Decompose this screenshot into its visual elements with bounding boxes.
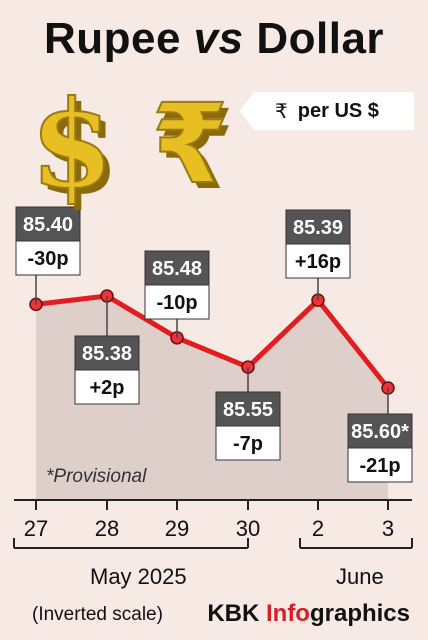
change-box [15, 240, 81, 276]
title-dollar: Dollar [256, 14, 385, 63]
unit-text: per US $ [297, 99, 379, 122]
change-label: +2p [89, 377, 124, 399]
value-box [215, 391, 281, 427]
x-tick-label: 2 [311, 516, 325, 541]
value-box [347, 413, 413, 449]
value-label: 85.55 [223, 399, 273, 421]
series-line [35, 293, 390, 390]
change-box [215, 425, 281, 461]
inverted-scale-note: (Inverted scale) [32, 604, 163, 625]
change-label: -30p [27, 248, 68, 270]
x-tick-label: 29 [164, 516, 190, 541]
svg-text:₹: ₹ [152, 80, 229, 208]
svg-text:$: $ [36, 80, 120, 221]
rupee-sign-icon: ₹ ₹ [151, 79, 235, 214]
value-label: 85.40 [23, 214, 73, 236]
svg-text:₹: ₹ [158, 86, 235, 214]
x-tick-label: 3 [381, 516, 395, 541]
title-rupee: Rupee [43, 14, 181, 63]
change-label: -10p [156, 292, 197, 314]
change-label: +16p [295, 251, 341, 273]
month-label-june: June [336, 564, 384, 589]
credit-info: Info [265, 600, 310, 627]
value-label: 85.39 [293, 217, 343, 239]
svg-text:$: $ [30, 74, 114, 215]
credit-brand: KBK [207, 600, 260, 627]
change-box [144, 284, 210, 320]
unit-badge: ₹ per US $ [240, 92, 414, 130]
unit-symbol: ₹ [275, 100, 288, 123]
x-tick-label: 28 [94, 516, 120, 541]
change-label: -7p [233, 433, 263, 455]
value-box [74, 335, 140, 371]
value-label: 85.38 [82, 343, 132, 365]
provisional-note: *Provisional [46, 466, 147, 487]
x-tick-label: 27 [23, 516, 49, 541]
x-tick-label: 30 [235, 516, 261, 541]
change-box [347, 447, 413, 483]
title-vs: vs [193, 14, 244, 63]
change-label: -21p [359, 455, 400, 477]
value-label: 85.48 [152, 258, 202, 280]
month-label-may: May 2025 [90, 564, 187, 589]
change-box [74, 369, 140, 405]
value-label: 85.60* [351, 421, 409, 443]
value-box [285, 209, 351, 245]
chart-title: Rupee vs Dollar [0, 14, 428, 64]
dollar-sign-icon: $ $ [29, 73, 120, 221]
change-box [285, 243, 351, 279]
credit: KBK Infographics [207, 600, 410, 628]
credit-graphics: graphics [309, 600, 410, 627]
